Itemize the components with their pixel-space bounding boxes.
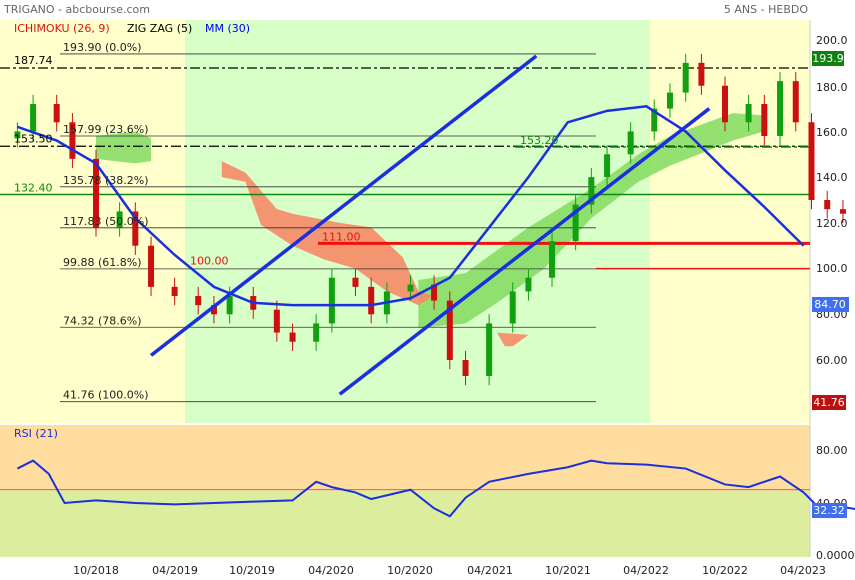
candle-body-1	[30, 104, 37, 132]
x-axis: 10/2018 04/2019 10/2019 04/2020 10/2020 …	[73, 564, 826, 577]
badge-high: 193.9	[812, 52, 844, 65]
candle-body-30	[604, 154, 611, 178]
y-tick-120: 120.0	[816, 217, 848, 230]
y-tick-200: 200.0	[816, 34, 848, 47]
x-tick-2022-10: 10/2022	[702, 564, 748, 577]
legend-ichimoku: ICHIMOKU (26, 9)	[14, 22, 110, 35]
level-label-5: 100.00	[190, 255, 229, 268]
candle-body-20	[407, 284, 414, 292]
candle-body-3	[69, 122, 76, 159]
candle-body-22	[446, 300, 453, 360]
candle-body-24	[486, 323, 493, 376]
rsi-label: RSI (21)	[14, 427, 58, 440]
candle-body-31	[627, 131, 634, 155]
legend-ma: MM (30)	[205, 22, 250, 35]
candle-body-35	[698, 62, 705, 86]
level-label-4: 111.00	[322, 230, 361, 243]
badge-low: 41.76	[813, 396, 845, 409]
x-tick-2018-10: 10/2018	[73, 564, 119, 577]
rsi-panel-upper-bg	[0, 425, 810, 492]
candle-body-42	[824, 200, 831, 210]
rsi-tick-80: 80.00	[816, 444, 848, 457]
x-tick-2022-04: 04/2022	[623, 564, 669, 577]
candle-body-2	[53, 104, 60, 123]
candle-body-5	[116, 211, 123, 228]
fib-label-3: 117.83 (50.0%)	[63, 215, 149, 228]
fib-label-2: 135.78 (38.2%)	[63, 174, 149, 187]
candle-body-37	[745, 104, 752, 123]
y-tick-140: 140.0	[816, 171, 848, 184]
y-tick-180: 180.0	[816, 81, 848, 94]
x-tick-2020-04: 04/2020	[308, 564, 354, 577]
candle-body-36	[722, 85, 728, 123]
level-label-1: 153.50	[14, 132, 53, 145]
price-axis: 200.0 180.0 160.0 140.0 120.0 100.0 80.0…	[816, 34, 848, 367]
level-label-2: 153.20	[520, 134, 559, 147]
fib-label-6: 41.76 (100.0%)	[63, 389, 149, 402]
y-tick-160: 160.0	[816, 126, 848, 139]
kumo-bull-0	[96, 131, 152, 164]
badge-rsi-bg	[812, 503, 847, 518]
x-tick-2019-10: 10/2019	[229, 564, 275, 577]
badge-low-bg	[812, 395, 846, 410]
x-tick-2019-04: 04/2019	[152, 564, 198, 577]
kumo-bull-1	[418, 113, 765, 329]
candle-body-16	[328, 277, 335, 324]
candle-body-26	[525, 277, 532, 292]
level-label-3: 132.40	[14, 182, 53, 195]
candle-body-15	[313, 323, 320, 342]
candle-body-13	[273, 309, 280, 333]
y-tick-60: 60.00	[816, 354, 848, 367]
candle-body-41	[808, 122, 815, 200]
candle-body-34	[682, 62, 689, 93]
rsi-line	[16, 459, 855, 518]
candle-body-21	[431, 284, 438, 301]
fib-label-1: 157.99 (23.6%)	[63, 123, 149, 136]
candle-body-17	[352, 277, 359, 287]
badge-last: 84.70	[814, 298, 846, 311]
kumo-bear-1	[496, 332, 529, 347]
candle-body-38	[761, 104, 768, 136]
candle-body-14	[289, 332, 296, 342]
channel-upper-line	[149, 54, 538, 357]
candle-body-25	[509, 291, 516, 324]
candle-body-27	[549, 241, 556, 278]
candle-body-9	[195, 296, 202, 306]
badge-rsi: 32.32	[813, 504, 845, 517]
candle-body-0	[14, 131, 21, 139]
candle-body-39	[777, 81, 784, 136]
chart-period: 5 ANS - HEBDO	[724, 3, 808, 16]
x-tick-2021-10: 10/2021	[545, 564, 591, 577]
candle-body-28	[572, 204, 579, 242]
candle-body-4	[93, 158, 99, 228]
candle-body-32	[651, 108, 658, 132]
channel-lower-line	[338, 107, 711, 396]
candle-body-33	[666, 92, 673, 109]
x-tick-2021-04: 04/2021	[467, 564, 513, 577]
candle-body-40	[792, 81, 799, 123]
candle-body-29	[588, 177, 595, 205]
candle-body-11	[226, 296, 233, 315]
y-tick-100: 100.0	[816, 262, 848, 275]
level-label-0: 187.74	[14, 54, 53, 67]
legend-zigzag: ZIG ZAG (5)	[127, 22, 192, 35]
ma30-line	[16, 104, 805, 307]
candle-body-6	[132, 211, 139, 246]
fib-label-0: 193.90 (0.0%)	[63, 41, 142, 54]
x-tick-2020-10: 10/2020	[387, 564, 433, 577]
candle-body-43	[839, 209, 846, 214]
candle-body-18	[368, 286, 375, 315]
fib-label-4: 99.88 (61.8%)	[63, 256, 142, 269]
candle-body-10	[210, 305, 217, 315]
fib-label-5: 74.32 (78.6%)	[63, 314, 142, 327]
candle-body-7	[148, 245, 155, 287]
badge-last-bg	[812, 297, 849, 312]
badge-high-bg	[812, 51, 844, 66]
x-tick-2023-04: 04/2023	[780, 564, 826, 577]
candle-body-8	[171, 286, 178, 296]
candle-body-23	[462, 360, 469, 376]
rsi-tick-0: 0.0000	[816, 549, 855, 562]
chart-source-title: TRIGANO - abcbourse.com	[3, 3, 150, 16]
